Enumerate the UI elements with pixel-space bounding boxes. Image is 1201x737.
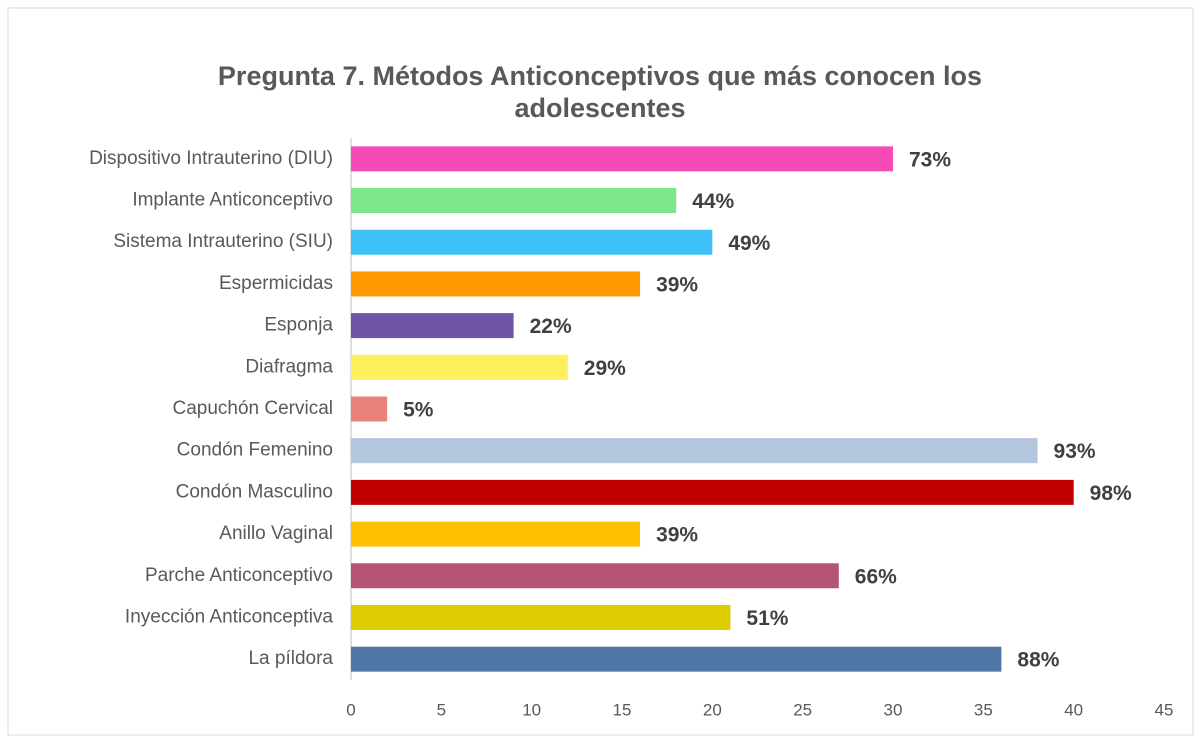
bar [351,563,839,589]
value-label: 73% [909,148,951,171]
y-tick-label: Implante Anticonceptivo [132,190,333,211]
value-label: 66% [855,565,897,588]
value-label: 29% [584,357,626,380]
x-tick-label: 20 [703,700,722,719]
bar [351,313,514,339]
x-tick-label: 45 [1155,700,1174,719]
bar [351,521,641,547]
y-tick-label: Sistema Intrauterino (SIU) [113,231,333,252]
value-label: 39% [656,273,698,296]
x-tick-label: 5 [437,700,446,719]
x-tick-label: 25 [793,700,812,719]
value-label: 44% [692,190,734,213]
x-tick-label: 35 [974,700,993,719]
y-tick-label: Espermicidas [219,273,333,294]
bar [351,396,388,422]
value-label: 88% [1017,649,1059,672]
x-tick-label: 10 [522,700,541,719]
y-tick-label: Esponja [264,315,333,336]
y-tick-label: Condón Femenino [177,440,333,461]
bar [351,271,641,297]
chart-title: Pregunta 7. Métodos Anticonceptivos que … [217,61,983,123]
bar [351,604,731,630]
title-box: Pregunta 7. Métodos Anticonceptivos que … [217,61,983,123]
y-tick-label: Anillo Vaginal [219,523,333,544]
y-tick-label: Parche Anticonceptivo [145,565,333,586]
bar [351,146,893,172]
y-tick-label: Inyección Anticonceptiva [125,606,334,627]
value-label: 51% [746,607,788,630]
bar [351,438,1038,464]
bar [351,354,568,380]
y-tick-label: Dispositivo Intrauterino (DIU) [89,148,333,169]
bar [351,479,1074,505]
x-tick-label: 0 [346,700,355,719]
x-tick-label: 30 [884,700,903,719]
value-label: 39% [656,524,698,547]
value-label: 5% [403,399,434,422]
value-label: 93% [1054,440,1096,463]
value-label: 49% [728,232,770,255]
bar [351,188,677,214]
value-label: 98% [1090,482,1132,505]
x-tick-label: 40 [1064,700,1083,719]
value-label: 22% [530,315,572,338]
y-tick-label: Diafragma [245,356,333,377]
y-tick-label: La píldora [248,648,333,669]
y-tick-label: Capuchón Cervical [172,398,333,419]
y-tick-label: Condón Masculino [176,481,333,502]
bar [351,229,713,255]
bar [351,646,1002,672]
x-tick-label: 15 [613,700,632,719]
